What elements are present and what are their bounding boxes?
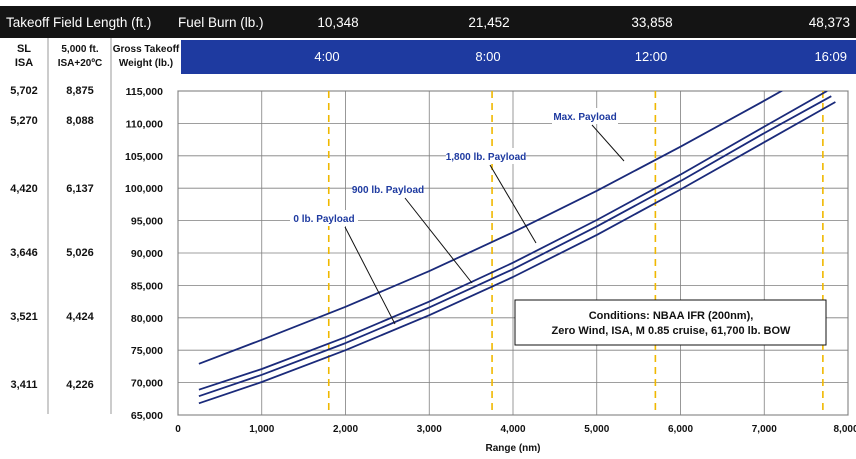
col-gtow-header: Weight (lb.)	[119, 58, 173, 69]
annotation-0-payload: 0 lb. Payload	[290, 210, 396, 325]
tofl-sl-value: 3,411	[11, 379, 38, 391]
annotation-900-payload: 900 lb. Payload	[352, 181, 473, 284]
tofl-sl-value: 3,646	[10, 247, 38, 259]
x-tick-label: 3,000	[417, 424, 442, 435]
y-tick-label: 65,000	[131, 410, 163, 422]
col-5000-header: ISA+20ºC	[58, 58, 103, 69]
y-tick-label: 95,000	[131, 216, 163, 228]
fuel-burn-value: 33,858	[631, 15, 672, 30]
x-axis-label: Range (nm)	[486, 443, 541, 454]
fuel-burn-value: 21,452	[468, 15, 509, 30]
y-tick-label: 80,000	[131, 313, 163, 325]
annotation-leader	[591, 124, 625, 162]
header-band	[0, 6, 856, 38]
annotation-label: Max. Payload	[553, 112, 616, 123]
y-tick-label: 110,000	[126, 118, 164, 130]
fuel-burn-value: 48,373	[809, 15, 850, 30]
col-sl-header: SL	[17, 43, 31, 55]
conditions-box: Conditions: NBAA IFR (200nm), Zero Wind,…	[514, 299, 827, 346]
tofl-sl-value: 4,420	[10, 183, 38, 195]
annotation-label: 900 lb. Payload	[352, 185, 424, 196]
annotation-label: 0 lb. Payload	[293, 214, 354, 225]
conditions-frame	[514, 299, 827, 346]
x-tick-label: 6,000	[668, 424, 693, 435]
time-value: 4:00	[314, 49, 339, 64]
y-tick-label: 75,000	[131, 345, 163, 357]
annotation-max-payload: Max. Payload	[552, 108, 625, 162]
tofl-5000-value: 6,137	[66, 183, 94, 195]
col-gtow-header: Gross Takeoff	[113, 44, 180, 55]
tofl-5000-value: 4,226	[66, 379, 94, 391]
annotation-label: 1,800 lb. Payload	[446, 152, 527, 163]
tofl-sl-value: 3,521	[10, 311, 38, 323]
series-line	[198, 101, 836, 405]
series-line	[198, 95, 832, 398]
col-5000-header: 5,000 ft.	[61, 44, 98, 55]
y-tick-label: 105,000	[125, 151, 163, 163]
x-tick-label: 2,000	[333, 424, 358, 435]
time-value: 8:00	[475, 49, 500, 64]
series-line	[198, 91, 784, 365]
x-tick-label: 1,000	[249, 424, 274, 435]
y-tick-label: 100,000	[125, 183, 163, 195]
annotation-leader	[344, 226, 396, 325]
y-tick-label: 70,000	[131, 378, 163, 390]
fuel-burn-value: 10,348	[317, 15, 358, 30]
x-tick-label: 5,000	[584, 424, 609, 435]
col-sl-header: ISA	[15, 57, 33, 69]
tofl-5000-value: 4,424	[66, 311, 94, 323]
tofl-5000-value: 5,026	[66, 247, 94, 259]
annotation-box	[353, 181, 423, 197]
time-value: 16:09	[814, 49, 847, 64]
tofl-title: Takeoff Field Length (ft.)	[6, 15, 151, 30]
conditions-line: Conditions: NBAA IFR (200nm),	[589, 310, 754, 322]
y-tick-label: 90,000	[131, 248, 163, 260]
corner-blank	[0, 414, 111, 454]
tofl-sl-value: 5,270	[10, 115, 38, 127]
fuel-burn-label: Fuel Burn (lb.)	[178, 15, 264, 30]
tofl-5000-value: 8,088	[66, 115, 94, 127]
time-band	[181, 40, 856, 74]
annotation-box	[446, 148, 526, 164]
annotation-box	[290, 210, 358, 226]
annotation-box	[552, 108, 618, 124]
annotation-leader	[489, 164, 537, 244]
time-value: 12:00	[635, 49, 668, 64]
annotation-leader	[404, 197, 473, 284]
x-tick-label: 4,000	[500, 424, 525, 435]
conditions-line: Zero Wind, ISA, M 0.85 cruise, 61,700 lb…	[552, 325, 792, 337]
series-line	[198, 91, 828, 391]
x-tick-label: 8,000	[833, 424, 856, 435]
y-tick-label: 85,000	[131, 280, 163, 292]
x-tick-label: 7,000	[752, 424, 777, 435]
annotation-1800-payload: 1,800 lb. Payload	[446, 148, 537, 244]
x-tick-label: 0	[175, 424, 181, 435]
y-tick-label: 115,000	[126, 86, 164, 98]
tofl-5000-value: 8,875	[66, 85, 94, 97]
tofl-sl-value: 5,702	[10, 85, 38, 97]
